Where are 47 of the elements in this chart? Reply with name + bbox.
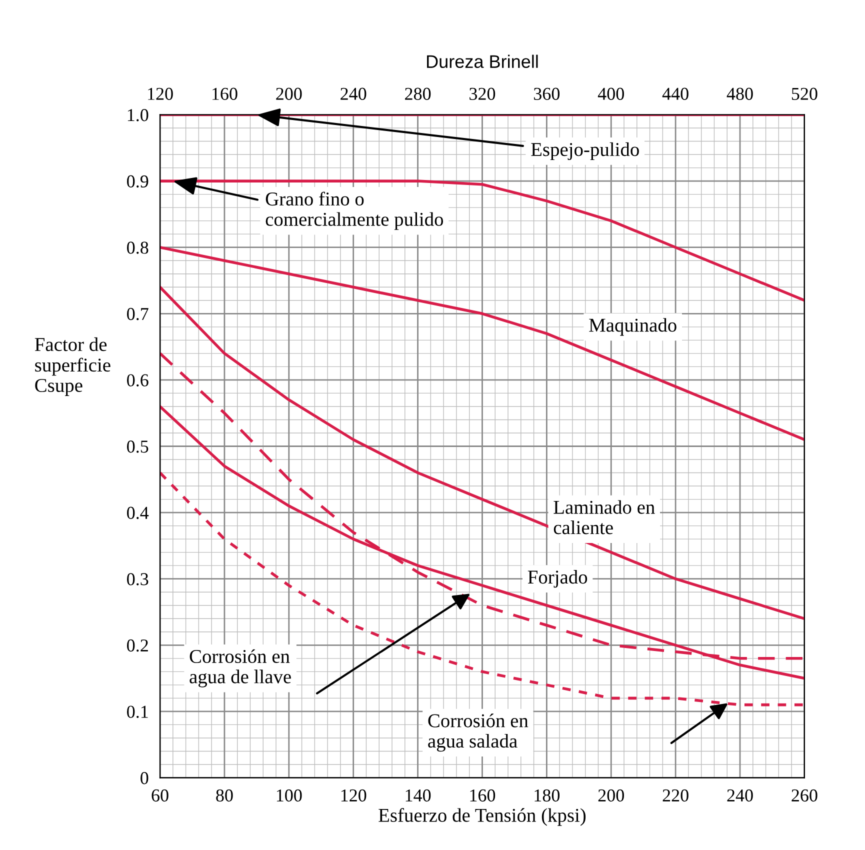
line-series [160, 286, 804, 620]
annotation: Corrosión en agua de llave [190, 649, 291, 688]
y-tick-label: 0.1 [127, 706, 148, 718]
x-tick-label: 200 [598, 789, 624, 802]
x2-tick-label: 480 [726, 88, 753, 100]
x2-tick-label: 280 [405, 88, 431, 100]
x-tick-label: 220 [662, 789, 688, 802]
annotation: Forjado [528, 570, 588, 588]
annotation: Espejo-pulido [531, 142, 639, 160]
x2-tick-label: 400 [598, 88, 624, 100]
y-tick-label: 0.8 [127, 242, 148, 254]
x2-tick-label: 320 [470, 88, 496, 100]
x2-tick-label: 360 [534, 88, 560, 100]
x2-tick-label: 240 [340, 88, 366, 100]
y-tick-label: 0.4 [127, 506, 149, 520]
y-tick-label: 1.0 [128, 109, 148, 122]
x-tick-label: 140 [406, 789, 431, 802]
annotation: Corrosión en agua salada [428, 714, 528, 752]
y-tick-label: 0 [140, 772, 148, 784]
line-series [160, 180, 804, 302]
annotation: Laminado en caliente [554, 500, 655, 534]
y-tick-label: 0.6 [127, 374, 148, 386]
x2-tick-label: 200 [276, 88, 302, 100]
x-tick-label: 80 [216, 789, 233, 802]
x2-tick-label: 440 [662, 88, 688, 100]
line-series [160, 246, 804, 442]
x-tick-label: 100 [276, 789, 302, 802]
annotation: Maquinado [589, 318, 676, 336]
x2-tick-label: 520 [792, 88, 818, 100]
y-tick-label: 0.9 [127, 175, 148, 188]
y-tick-label: 0.3 [127, 573, 148, 586]
line-series [160, 471, 804, 706]
x2-tick-label: 120 [148, 88, 173, 100]
y-tick-label: 0.2 [127, 639, 148, 652]
x-tick-label: 160 [470, 789, 496, 802]
x-tick-label: 180 [534, 789, 560, 802]
x-tick-label: 240 [727, 789, 753, 802]
x2-axis-title: Dureza Brinell [427, 54, 538, 68]
x-axis-title: Esfuerzo de Tensión (kpsi) [378, 808, 586, 826]
x-tick-label: 260 [792, 789, 818, 802]
y-axis-title: Factor de superficie Csupe [34, 337, 110, 396]
y-tick-label: 0.7 [127, 308, 148, 320]
x-tick-label: 60 [152, 789, 168, 802]
annotation: Grano fino o comercialmente pulido [266, 192, 444, 230]
x-tick-label: 120 [341, 789, 366, 802]
y-tick-label: 0.5 [127, 440, 148, 453]
x2-tick-label: 160 [212, 88, 238, 100]
